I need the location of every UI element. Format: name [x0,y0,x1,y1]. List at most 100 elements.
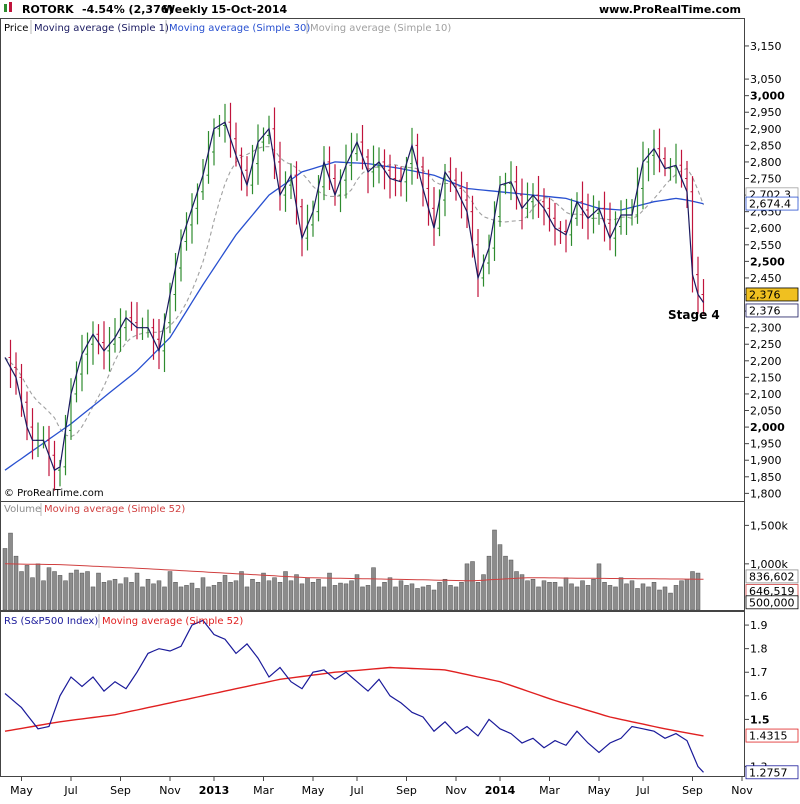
volume-bar [387,577,393,611]
volume-bar [360,586,365,611]
price-last-1-box [745,196,799,211]
volume-bar [536,586,541,611]
price-tick-label: 2,200 [750,355,782,368]
volume-bar [475,582,481,611]
volume-tick-label: 1,500k [750,519,788,532]
volume-bar [332,585,338,611]
price-tick-label: 3,150 [750,40,782,53]
price-tick-label: 2,950 [750,106,782,119]
volume-bar [349,580,354,611]
rs-last-0-box [745,728,799,743]
x-tick-label: Nov [159,784,181,797]
volume-bar [541,580,547,611]
volume-bar [244,586,250,611]
volume-bar [464,563,470,611]
price-tick-label: 2,250 [750,338,782,351]
volume-bar [624,583,629,611]
volume-bar [118,583,123,611]
ma1-line [4,121,704,472]
price-tick-label: 3,000 [750,90,785,103]
price-tick-label: 2,900 [750,123,782,136]
volume-bar [574,586,580,611]
volume-bar [57,575,63,611]
rs-tick-label: 1.5 [750,713,770,726]
price-tick-label: 2,050 [750,405,782,418]
legend-volume: Volume [4,504,41,515]
volume-bar [206,586,211,611]
rs-tick-label: 1.7 [750,666,768,679]
volume-bar [156,580,162,611]
legend-volume-ma: Moving average (Simple 52) [44,504,185,515]
rs-tick-label: 1.9 [750,619,768,632]
x-tick-label: May [302,784,325,797]
volume-bar [651,582,657,611]
x-tick-label: Nov [445,784,467,797]
price-tick-label: 2,500 [750,255,785,268]
x-tick-label: Mar [539,784,560,797]
x-tick-label: Sep [110,784,131,797]
volume-bar [63,580,68,611]
price-tick-label: 2,550 [750,239,782,252]
rs-last-0-value: 1.4315 [749,730,788,743]
volume-bar [470,561,475,611]
volume-bar [431,589,437,611]
volume-last-1-value: 646,519 [749,585,795,598]
volume-bar [151,583,156,611]
legend-rs: RS (S&P500 Index) [4,616,98,627]
price-last-2-value: 2,376 [749,288,781,301]
rs-legend: RS (S&P500 Index) Moving average (Simple… [4,614,243,628]
volume-last-2-value: 500,000 [749,596,795,609]
volume-bar [134,572,140,611]
volume-bar [596,563,602,611]
price-tick-label: 2,100 [750,388,782,401]
volume-bar [140,586,145,611]
rs-tick-label: 1.6 [750,690,768,703]
volume-bar [404,585,409,611]
volume-bar [173,582,178,611]
price-tick-label: 1,850 [750,471,782,484]
volume-bar [41,580,46,611]
x-tick-label: May [588,784,611,797]
volume-bar [618,577,624,611]
volume-bar [74,569,79,611]
volume-bar [525,580,530,611]
price-tick-label: 2,800 [750,156,782,169]
volume-bar [266,580,272,611]
x-tick-label: Sep [396,784,417,797]
volume-bar [371,567,376,611]
volume-ma-line [4,563,704,582]
candle-logo-icon-2 [9,2,12,12]
x-tick-label: 2014 [485,784,516,797]
rs-last-1-box [745,765,799,780]
rs-ma-line [4,666,704,737]
volume-bar [629,580,635,611]
volume-bar [558,586,563,611]
volume-bar [552,582,558,611]
volume-bar [222,575,228,611]
volume-last-0-value: 836,602 [749,570,795,583]
volume-bar [200,577,206,611]
volume-bar [393,586,398,611]
volume-bar [690,571,695,611]
price-tick-label: 1,800 [750,487,782,500]
x-tick-label: Jul [635,784,649,797]
volume-bar [101,582,107,611]
volume-bar [211,585,217,611]
volume-bar [129,582,134,611]
volume-bar [695,572,701,611]
ma30-line [4,161,704,471]
volume-bar [376,586,382,611]
volume-bar [613,586,618,611]
volume-bar [607,585,613,611]
volume-bar [107,580,112,611]
volume-bar [112,578,118,611]
volume-bar [426,585,431,611]
volume-bar [448,585,453,611]
x-tick-label: Jul [349,784,363,797]
volume-bar [321,586,327,611]
candle-logo-icon [4,4,7,12]
volume-bar [635,588,640,611]
volume-bar [162,586,167,611]
volume-bar [640,583,646,611]
